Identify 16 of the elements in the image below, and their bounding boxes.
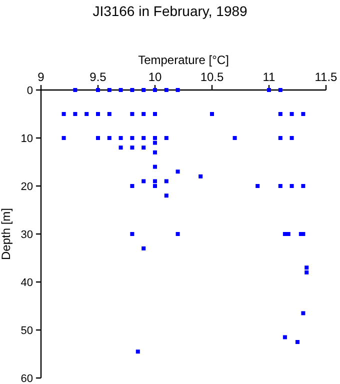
y-tick-label: 60 bbox=[20, 373, 33, 384]
y-tick-label: 30 bbox=[20, 229, 33, 241]
y-tick-label: 0 bbox=[26, 85, 33, 97]
x-tick-label: 9 bbox=[38, 70, 45, 84]
chart-title: JI3166 in February, 1989 bbox=[92, 3, 248, 19]
x-axis-title: Temperature [°C] bbox=[138, 53, 229, 67]
y-tick-label: 40 bbox=[20, 277, 33, 289]
x-tick-label: 11 bbox=[262, 70, 276, 84]
x-tick-label: 9.5 bbox=[90, 70, 107, 84]
x-tick-label: 10 bbox=[148, 70, 162, 84]
y-tick-label: 20 bbox=[20, 181, 33, 193]
x-tick-label: 10.5 bbox=[200, 70, 224, 84]
y-axis-title: Depth [m] bbox=[0, 208, 13, 260]
y-tick-label: 50 bbox=[20, 325, 33, 337]
y-tick-label: 10 bbox=[20, 133, 33, 145]
x-tick-label: 11.5 bbox=[314, 70, 338, 84]
